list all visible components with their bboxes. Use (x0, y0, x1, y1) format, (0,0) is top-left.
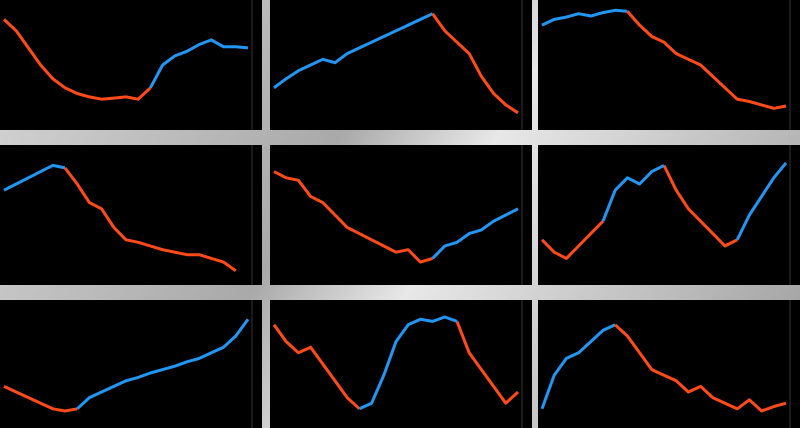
chart-panel (0, 145, 262, 285)
price-line (273, 12, 434, 90)
price-line (272, 323, 361, 410)
price-line (3, 163, 66, 192)
price-line (601, 164, 665, 222)
price-line (431, 207, 519, 260)
price-line (2, 18, 152, 101)
price-line (541, 8, 628, 27)
price-line (431, 12, 519, 115)
price-line (540, 220, 605, 260)
chart-panel (538, 0, 800, 130)
price-line (76, 318, 250, 410)
chart-panel (0, 300, 262, 428)
price-line (614, 323, 787, 413)
price-line (358, 315, 458, 411)
chart-panel (0, 0, 262, 130)
chart-panel (270, 145, 532, 285)
price-line (455, 320, 520, 405)
price-line (735, 161, 788, 241)
chart-panel (270, 300, 532, 428)
price-line (540, 323, 616, 410)
chart-panel (538, 145, 800, 285)
price-line (626, 10, 787, 110)
price-line (662, 164, 738, 248)
price-line (63, 166, 237, 273)
price-line (149, 38, 249, 89)
price-line (273, 170, 434, 264)
price-line (3, 385, 78, 413)
